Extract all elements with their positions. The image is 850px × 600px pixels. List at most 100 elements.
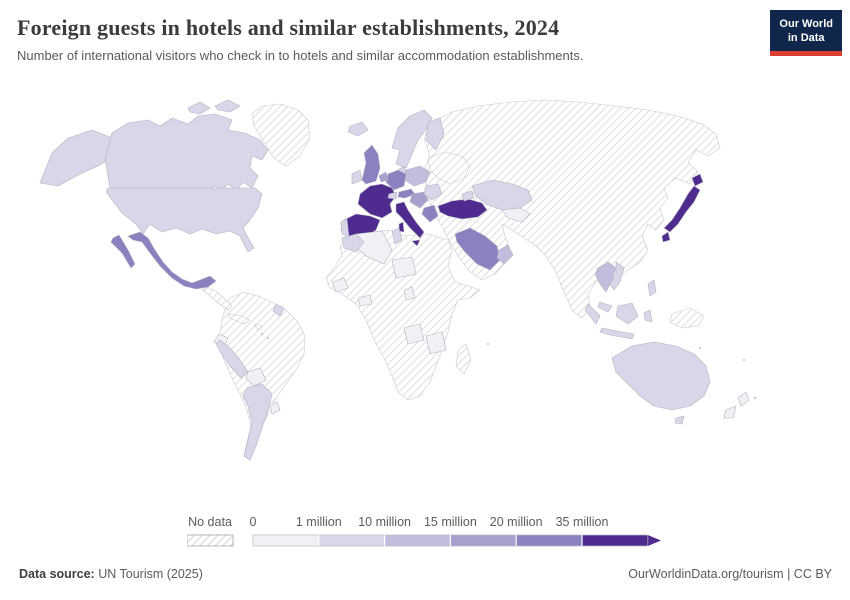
country-africa-block[interactable] [325,229,481,401]
small-island-dot [266,336,270,340]
country-japan-honshu[interactable] [663,185,701,233]
country-turkey[interactable] [437,198,488,220]
country-iceland[interactable] [347,121,369,137]
country-malaysia[interactable] [597,301,613,313]
country-morocco[interactable] [341,233,365,253]
country-united-states[interactable] [105,187,263,253]
country-thailand[interactable] [594,261,617,293]
country-benelux[interactable] [378,171,389,183]
country-vietnam[interactable] [609,261,625,291]
country-niger-chad[interactable] [391,256,417,279]
legend-tick-3: 15 million [424,515,477,529]
legend-tick-5: 35 million [556,515,609,529]
country-senegal[interactable] [331,277,349,293]
country-peru[interactable] [215,339,249,379]
legend-bin-4[interactable] [516,535,582,546]
country-france[interactable] [357,183,397,219]
country-greenland[interactable] [251,103,311,167]
legend-tick-2: 10 million [358,515,411,529]
small-island-dot [753,396,757,400]
country-finland[interactable] [425,117,445,151]
data-source-value: UN Tourism (2025) [94,567,203,581]
legend-arrow-cap [647,535,661,546]
country-russia-china-india-block[interactable] [423,99,721,319]
chart-title: Foreign guests in hotels and similar est… [17,15,560,40]
chart-subtitle: Number of international visitors who che… [17,47,584,63]
country-japan-kyushu[interactable] [661,231,671,243]
country-mexico-baja[interactable] [110,234,136,269]
country-borneo[interactable] [615,302,639,325]
country-austria[interactable] [397,188,416,199]
country-sumatra[interactable] [584,303,601,325]
owid-logo-line2: in Data [787,32,825,45]
data-source-label: Data source: [19,567,95,581]
country-romania[interactable] [423,183,443,201]
country-central-asia[interactable] [501,207,531,223]
chart-header: Foreign guests in hotels and similar est… [17,14,767,64]
legend-tick-4: 20 million [490,515,543,529]
country-cuba[interactable] [227,313,251,325]
country-alaska[interactable] [39,129,116,187]
small-island-dot [698,346,702,350]
legend-bin-0[interactable] [253,535,319,546]
country-saudi-arabia[interactable] [454,227,501,271]
country-java[interactable] [599,327,635,340]
country-ghana[interactable] [357,294,373,307]
country-cameroon[interactable] [403,286,416,301]
country-papua-new-guinea[interactable] [669,307,705,329]
legend-bin-2[interactable] [384,535,451,546]
legend-svg: No data 0 1 million 10 million 15 millio… [186,515,661,547]
country-germany[interactable] [385,169,407,191]
legend-tick-1: 1 million [296,515,342,529]
data-source: Data source: UN Tourism (2025) [19,567,203,581]
country-argentina-chile[interactable] [242,383,273,461]
country-canada[interactable] [104,113,269,191]
country-sicily[interactable] [411,239,421,247]
country-tasmania[interactable] [674,415,685,425]
owid-logo[interactable]: Our World in Data [770,10,842,56]
small-island-dot [742,358,746,362]
country-new-zealand-north[interactable] [737,391,750,407]
country-arctic-islands[interactable] [214,99,241,113]
owid-logo-line1: Our World [779,18,833,30]
owid-url-license[interactable]: OurWorldinData.org/tourism | CC BY [628,567,832,581]
world-map [0,98,850,505]
country-philippines[interactable] [647,279,657,297]
country-new-zealand-south[interactable] [723,405,737,419]
country-japan-hokkaido[interactable] [691,173,704,187]
country-ukraine[interactable] [427,151,471,185]
country-uruguay[interactable] [269,401,281,415]
country-zambia-mozambique[interactable] [425,331,447,355]
country-tunisia[interactable] [391,227,403,245]
country-arctic-islands-2[interactable] [187,101,211,115]
legend-bin-5[interactable] [582,535,648,546]
country-hispaniola[interactable] [253,323,263,331]
legend-no-data-swatch[interactable] [186,534,234,547]
country-bolivia[interactable] [245,367,267,387]
country-balkans[interactable] [409,191,429,209]
small-island-dot [260,332,264,336]
country-angola[interactable] [403,323,425,345]
country-italy[interactable] [395,201,425,239]
country-kazakhstan[interactable] [471,179,533,211]
country-mexico[interactable] [127,231,217,290]
country-switzerland[interactable] [387,191,398,200]
legend-tick-0: 0 [250,515,257,529]
legend-bin-3[interactable] [450,535,517,546]
country-ireland[interactable] [351,169,363,185]
country-greece[interactable] [421,204,439,223]
country-sulawesi[interactable] [643,309,653,323]
small-island-dot [486,342,490,346]
country-scandinavia[interactable] [391,109,433,169]
country-madagascar[interactable] [455,343,472,375]
country-australia[interactable] [611,341,711,411]
choropleth-svg [39,99,757,461]
country-central-america[interactable] [201,286,233,311]
legend-no-data-label: No data [188,515,232,529]
legend-bin-1[interactable] [318,535,385,546]
country-oman[interactable] [496,244,514,265]
country-caucasus[interactable] [461,190,475,202]
country-united-kingdom[interactable] [361,144,381,185]
country-guyana[interactable] [272,303,285,317]
